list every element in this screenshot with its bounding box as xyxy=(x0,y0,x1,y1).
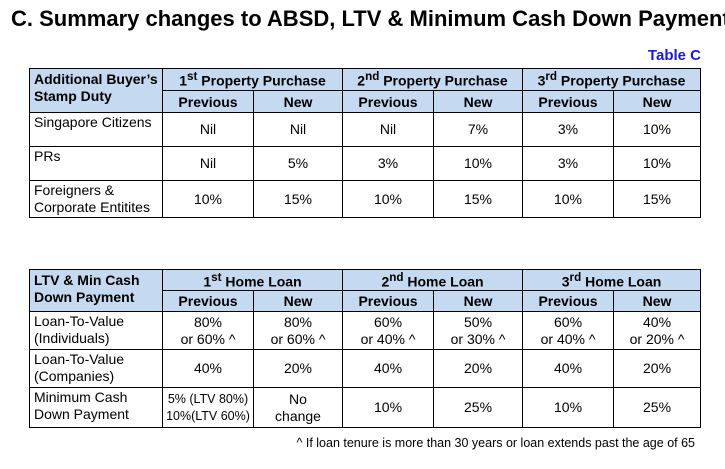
table-cell: 10% xyxy=(522,180,614,218)
table-cell: 10% xyxy=(613,112,701,147)
absd-table: Additional Buyer’s Stamp Duty 1st Proper… xyxy=(29,68,701,218)
table-cell: 7% xyxy=(433,112,523,147)
table-cell: 10% xyxy=(342,387,435,428)
ltv-corner-line2: Down Payment xyxy=(34,289,135,305)
table-cell: Nil xyxy=(162,112,254,147)
table-row: Loan-To-Value (Individuals) 80% or 60% ^ 8… xyxy=(29,311,702,350)
table-cell: 40% or 20% ^ xyxy=(613,311,702,350)
table-cell: 50% or 30% ^ xyxy=(433,311,524,350)
absd-subheader: New xyxy=(613,90,701,113)
absd-group-1st-property: 1st Property Purchase xyxy=(162,68,343,91)
page-title: C. Summary changes to ABSD, LTV & Minimu… xyxy=(11,6,725,31)
table-cell: 3% xyxy=(522,146,614,181)
absd-corner-line2: Stamp Duty xyxy=(34,88,112,104)
ltv-corner-header: LTV & Min Cash Down Payment xyxy=(29,269,163,312)
absd-corner-line1: Additional Buyer’s xyxy=(34,71,158,87)
table-cell: 15% xyxy=(253,180,343,218)
table-cell: 25% xyxy=(613,387,702,428)
absd-subheader: Previous xyxy=(342,90,434,113)
table-cell: 40% xyxy=(522,349,615,388)
table-cell: 3% xyxy=(342,146,434,181)
table-cell: 20% xyxy=(613,349,702,388)
table-cell: Nil xyxy=(253,112,343,147)
table-cell: 80% or 60% ^ xyxy=(252,311,344,350)
table-cell: 20% xyxy=(433,349,524,388)
row-label: Foreigners & Corporate Entitites xyxy=(29,180,163,218)
table-row: Foreigners & Corporate Entitites 10% 15% … xyxy=(29,180,701,218)
absd-subheader: New xyxy=(433,90,523,113)
table-cell: 10% xyxy=(342,180,434,218)
ltv-subheader: New xyxy=(613,290,702,312)
table-cell: 10% xyxy=(522,387,615,428)
row-label: Singapore Citizens xyxy=(29,112,163,147)
absd-subheader: Previous xyxy=(162,90,254,113)
table-cell: 60% or 40% ^ xyxy=(342,311,435,350)
ltv-group-1st-home-loan: 1st Home Loan xyxy=(161,269,344,291)
table-cell: 40% xyxy=(162,349,254,388)
table-cell: 20% xyxy=(252,349,344,388)
table-row: PRs Nil 5% 3% 10% 3% 10% xyxy=(29,146,701,181)
table-cell: 10% xyxy=(162,180,254,218)
ltv-subheader: Previous xyxy=(162,290,254,312)
table-cell: 25% xyxy=(433,387,524,428)
ltv-table: LTV & Min Cash Down Payment 1st Home Loa… xyxy=(29,269,702,428)
absd-subheader: Previous xyxy=(522,90,614,113)
row-label: Minimum Cash Down Payment xyxy=(29,387,163,428)
table-cell: No change xyxy=(252,387,344,428)
row-label: Loan-To-Value (Companies) xyxy=(29,349,163,388)
ltv-group-2nd-home-loan: 2nd Home Loan xyxy=(342,269,524,291)
table-cell: Nil xyxy=(162,146,254,181)
table-row: Minimum Cash Down Payment 5% (LTV 80%) 10%… xyxy=(29,387,702,428)
footnote: ^ If loan tenure is more than 30 years o… xyxy=(296,436,695,450)
table-cell: 10% xyxy=(433,146,523,181)
table-row: Singapore Citizens Nil Nil Nil 7% 3% 10% xyxy=(29,112,701,147)
table-cell: 80% or 60% ^ xyxy=(162,311,254,350)
ltv-subheader: New xyxy=(252,290,344,312)
table-cell: Nil xyxy=(342,112,434,147)
absd-group-3rd-property: 3rd Property Purchase xyxy=(522,68,701,91)
ltv-subheader: Previous xyxy=(522,290,615,312)
table-cell: 5% xyxy=(253,146,343,181)
table-cell: 10% xyxy=(613,146,701,181)
table-row: Loan-To-Value (Companies) 40% 20% 40% 20%… xyxy=(29,349,702,388)
row-label: Loan-To-Value (Individuals) xyxy=(29,311,163,350)
table-cell: 40% xyxy=(342,349,435,388)
ltv-corner-line1: LTV & Min Cash xyxy=(34,272,140,288)
ltv-subheader: New xyxy=(433,290,524,312)
table-cell: 5% (LTV 80%) 10%(LTV 60%) xyxy=(162,387,254,428)
table-label: Table C xyxy=(647,47,701,64)
row-label: PRs xyxy=(29,146,163,181)
ltv-group-3rd-home-loan: 3rd Home Loan xyxy=(522,269,702,291)
ltv-subheader: Previous xyxy=(342,290,435,312)
table-cell: 3% xyxy=(522,112,614,147)
table-cell: 15% xyxy=(613,180,701,218)
absd-corner-header: Additional Buyer’s Stamp Duty xyxy=(29,68,163,113)
table-cell: 60% or 40% ^ xyxy=(522,311,615,350)
absd-subheader: New xyxy=(253,90,343,113)
table-cell: 15% xyxy=(433,180,523,218)
absd-group-2nd-property: 2nd Property Purchase xyxy=(342,68,523,91)
